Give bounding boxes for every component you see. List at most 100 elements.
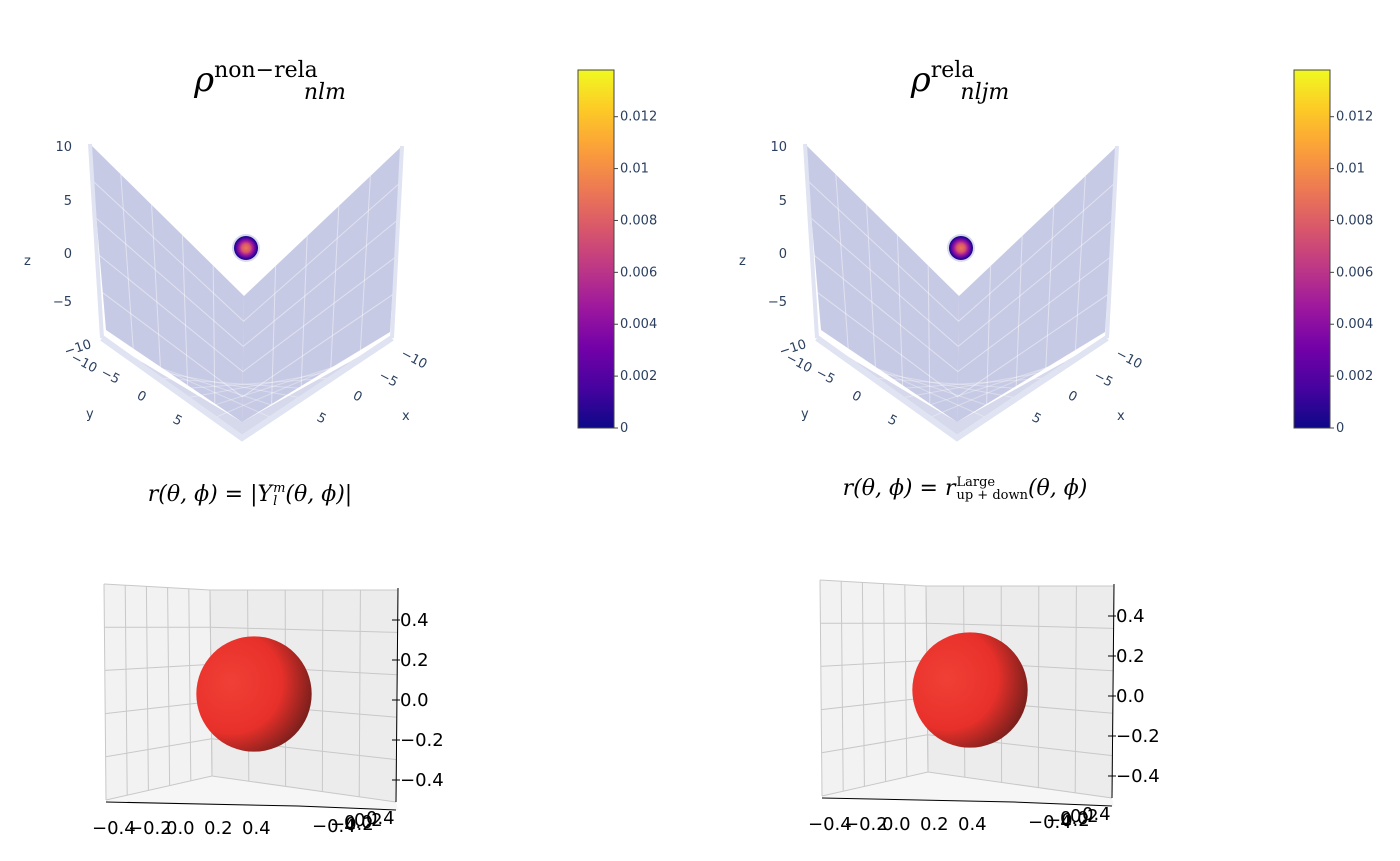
grid-line — [124, 585, 128, 796]
x-axis-title: x — [402, 409, 410, 424]
formula-right: r(θ, ϕ) = rLarge up + down(θ, ϕ) — [820, 476, 1110, 502]
z-tick-label: 0 — [64, 247, 72, 262]
colorbar-tick-label: 0.008 — [1336, 213, 1373, 228]
formula-tail: (θ, ϕ) — [1027, 476, 1088, 501]
grid-line — [103, 583, 107, 801]
z-tick-label: 0.2 — [400, 650, 429, 671]
y-tick-label: −0.4 — [312, 816, 356, 837]
x-tick-label: 0.4 — [958, 814, 987, 835]
floor-edge — [815, 335, 1109, 442]
grid-line — [167, 587, 171, 786]
x-axis-title: x — [1117, 409, 1125, 424]
grid-line — [928, 354, 1078, 419]
grid-line — [96, 218, 244, 347]
formula-left: r(θ, ϕ) = |Ym l (θ, ϕ)| — [120, 482, 380, 508]
back-wall-right — [957, 146, 1117, 422]
y-tick-label: 0.4 — [1082, 804, 1111, 825]
grid-line — [1074, 585, 1077, 793]
y-axis-title: y — [801, 407, 809, 422]
edge-line — [88, 143, 104, 339]
x-tick-label: 5 — [1029, 410, 1043, 427]
sphere-plot-left[interactable]: 0.40.20.0−0.2−0.4−0.4−0.20.0 0.2 0.4 −0.4−0… — [80, 570, 444, 850]
grid-line — [817, 292, 958, 398]
grid-line — [102, 292, 243, 398]
edge-line — [803, 143, 819, 339]
z-tick-label: −5 — [768, 295, 787, 310]
y-tick-label: −10 — [783, 350, 814, 376]
grid-line — [99, 255, 244, 372]
grid-line — [896, 235, 904, 386]
grid-line — [821, 771, 929, 797]
grid-line — [900, 371, 1048, 399]
grid-line — [820, 659, 927, 667]
colorbar-tick-label: 0.006 — [1336, 265, 1373, 280]
grid-line — [1015, 235, 1023, 387]
z-axis-line — [395, 587, 399, 803]
formula-sub: l — [273, 494, 278, 509]
grid-line — [242, 294, 393, 398]
grid-line — [242, 257, 396, 373]
grid-line — [330, 205, 340, 369]
formula-sub: up + down — [956, 488, 1028, 503]
back-wall-left — [805, 144, 959, 422]
grid-line — [819, 579, 823, 797]
colorbar-gradient — [577, 69, 615, 429]
density-blob — [949, 236, 973, 260]
grid-line — [151, 204, 161, 367]
grid-line — [807, 180, 959, 322]
grid-line — [212, 265, 216, 404]
sphere-surface — [912, 632, 1028, 748]
formula-lhs: r(θ, ϕ) = — [147, 482, 251, 507]
x-tick-label: 0 — [350, 388, 364, 405]
z-tick-label: 0.4 — [400, 610, 429, 631]
z-axis-title: z — [24, 254, 31, 269]
grid-line — [213, 354, 363, 419]
y-tick-label: 0.2 — [1070, 806, 1099, 827]
grid-line — [243, 182, 400, 322]
x-tick-label: −5 — [1091, 368, 1115, 390]
x-tick-label: 0.0 — [882, 814, 911, 835]
grid-line — [840, 581, 844, 792]
x-tick-label: −5 — [376, 368, 400, 390]
title-base: ρ — [910, 60, 931, 100]
z-tick-label: −5 — [53, 295, 72, 310]
grid-line — [185, 377, 333, 389]
y-axis-line — [1013, 801, 1113, 807]
grid-line — [872, 377, 1018, 389]
formula-tail: (θ, ϕ)| — [285, 482, 353, 507]
grid-line — [105, 701, 212, 715]
grid-line — [185, 371, 333, 399]
grid-line — [811, 218, 959, 347]
back-wall-left — [90, 144, 244, 422]
grid-line — [211, 775, 397, 803]
grid-line — [92, 180, 244, 322]
colorbar-left: 0 0.002 0.004 0.006 0.008 0.01 0.012 — [577, 69, 657, 436]
z-tick-label: 0 — [779, 247, 787, 262]
z-tick-label: 5 — [779, 194, 787, 209]
y-tick-label: 0 — [849, 388, 863, 405]
grid-line — [957, 294, 1108, 398]
density-blob — [234, 236, 258, 260]
grid-line — [957, 220, 1113, 347]
sphere-plot-right[interactable]: 0.40.20.0−0.2−0.4−0.4−0.20.0 0.2 0.4 −0.4−0… — [796, 566, 1160, 846]
grid-line — [844, 357, 988, 406]
floor — [106, 776, 398, 810]
z-tick-label: 0.0 — [1116, 686, 1145, 707]
z-axis-title: z — [739, 254, 746, 269]
x-tick-label: 0 — [1065, 388, 1079, 405]
x-tick-label: 0.0 — [166, 818, 195, 839]
colorbar-tick-label: 0.01 — [1336, 162, 1365, 177]
y-tick-label: 0.0 — [344, 812, 373, 833]
grid-line — [819, 579, 927, 587]
x-tick-label: −0.4 — [92, 818, 136, 839]
y-tick-label: 0.2 — [354, 810, 383, 831]
grid-line — [103, 583, 211, 591]
grid-line — [129, 354, 273, 419]
sphere-surface — [196, 636, 312, 752]
x-tick-label: −0.4 — [808, 814, 852, 835]
grid-line — [927, 265, 931, 404]
grid-line — [866, 204, 876, 367]
